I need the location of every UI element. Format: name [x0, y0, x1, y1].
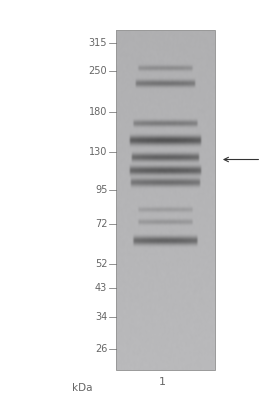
Text: 34: 34 [95, 312, 107, 322]
Bar [116, 30, 214, 370]
Text: 52: 52 [95, 259, 107, 269]
Text: 130: 130 [89, 147, 107, 157]
Text: 250: 250 [89, 66, 107, 76]
Text: 1: 1 [159, 377, 166, 387]
Text: 95: 95 [95, 185, 107, 195]
Text: 315: 315 [89, 38, 107, 48]
Text: kDa: kDa [72, 383, 93, 393]
Text: 43: 43 [95, 283, 107, 293]
Text: 26: 26 [95, 344, 107, 354]
Text: 72: 72 [95, 219, 107, 229]
Text: 180: 180 [89, 107, 107, 117]
